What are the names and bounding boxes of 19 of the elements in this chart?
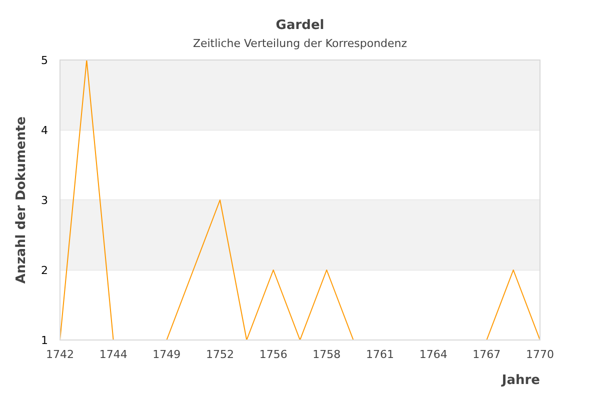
x-axis-title: Jahre [502,373,540,388]
y-tick-label: 3 [41,194,48,207]
chart-title: Gardel [276,18,324,33]
y-tick-label: 1 [41,334,48,347]
x-tick-label: 1752 [206,348,234,361]
x-tick-label: 1770 [526,348,554,361]
y-tick-label: 2 [41,264,48,277]
y-axis-title: Anzahl der Dokumente [14,116,29,284]
x-tick-label: 1749 [152,348,181,361]
x-tick-label: 1756 [259,348,288,361]
x-tick-label: 1767 [472,348,501,361]
x-tick-label: 1761 [366,348,394,361]
x-tick-label: 1742 [46,348,74,361]
chart-subtitle: Zeitliche Verteilung der Korrespondenz [192,37,408,50]
x-tick-label: 1758 [312,348,341,361]
x-tick-label: 1744 [99,348,128,361]
y-tick-label: 5 [41,54,48,67]
y-tick-label: 4 [41,124,48,137]
x-tick-label: 1764 [419,348,448,361]
